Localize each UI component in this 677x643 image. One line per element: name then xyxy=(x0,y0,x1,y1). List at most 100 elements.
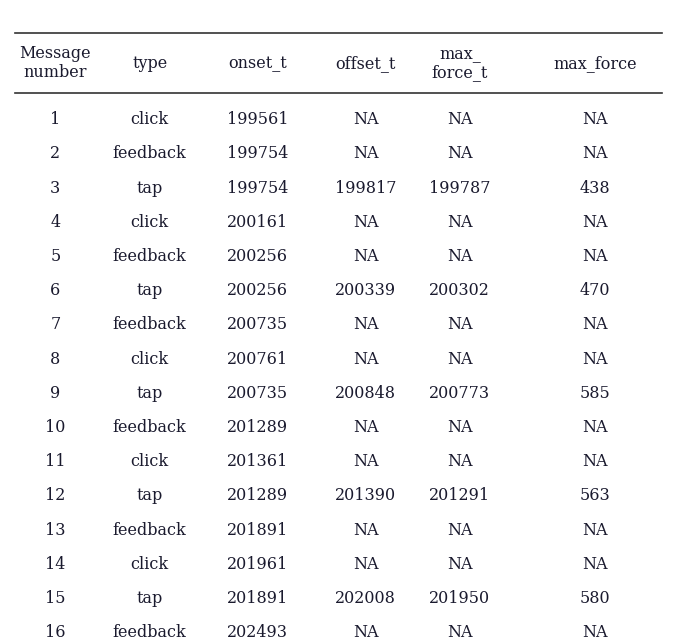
Text: NA: NA xyxy=(582,214,607,231)
Text: NA: NA xyxy=(582,419,607,436)
Text: 201950: 201950 xyxy=(429,590,490,607)
Text: 200256: 200256 xyxy=(227,248,288,265)
Text: NA: NA xyxy=(353,419,378,436)
Text: 16: 16 xyxy=(45,624,66,641)
Text: 1: 1 xyxy=(50,111,60,129)
Text: 9: 9 xyxy=(50,385,60,402)
Text: 200339: 200339 xyxy=(335,282,396,299)
Text: offset_t: offset_t xyxy=(335,55,395,71)
Text: max_
force_t: max_ force_t xyxy=(432,45,488,82)
Text: 11: 11 xyxy=(45,453,66,470)
Text: 201289: 201289 xyxy=(227,419,288,436)
Text: 202008: 202008 xyxy=(335,590,396,607)
Text: 201891: 201891 xyxy=(227,590,288,607)
Text: 199787: 199787 xyxy=(429,179,491,197)
Text: 200256: 200256 xyxy=(227,282,288,299)
Text: 200761: 200761 xyxy=(227,350,288,368)
Text: NA: NA xyxy=(447,453,473,470)
Text: NA: NA xyxy=(582,521,607,539)
Text: feedback: feedback xyxy=(113,316,187,334)
Text: 12: 12 xyxy=(45,487,66,504)
Text: click: click xyxy=(131,453,169,470)
Text: 199817: 199817 xyxy=(334,179,396,197)
Text: 200735: 200735 xyxy=(227,385,288,402)
Text: 200735: 200735 xyxy=(227,316,288,334)
Text: tap: tap xyxy=(137,282,163,299)
Text: NA: NA xyxy=(447,316,473,334)
Text: 199561: 199561 xyxy=(227,111,288,129)
Text: feedback: feedback xyxy=(113,419,187,436)
Text: feedback: feedback xyxy=(113,248,187,265)
Text: NA: NA xyxy=(353,316,378,334)
Text: 201361: 201361 xyxy=(227,453,288,470)
Text: tap: tap xyxy=(137,385,163,402)
Text: NA: NA xyxy=(582,453,607,470)
Text: tap: tap xyxy=(137,590,163,607)
Text: NA: NA xyxy=(447,214,473,231)
Text: NA: NA xyxy=(447,145,473,163)
Text: click: click xyxy=(131,350,169,368)
Text: tap: tap xyxy=(137,487,163,504)
Text: 438: 438 xyxy=(580,179,610,197)
Text: click: click xyxy=(131,556,169,573)
Text: feedback: feedback xyxy=(113,624,187,641)
Text: 199754: 199754 xyxy=(227,145,288,163)
Text: 585: 585 xyxy=(580,385,610,402)
Text: 200302: 200302 xyxy=(429,282,490,299)
Text: NA: NA xyxy=(582,624,607,641)
Text: 15: 15 xyxy=(45,590,66,607)
Text: 5: 5 xyxy=(50,248,60,265)
Text: 202493: 202493 xyxy=(227,624,288,641)
Text: 201291: 201291 xyxy=(429,487,490,504)
Text: NA: NA xyxy=(447,521,473,539)
Text: 201961: 201961 xyxy=(227,556,288,573)
Text: NA: NA xyxy=(353,248,378,265)
Text: NA: NA xyxy=(353,453,378,470)
Text: NA: NA xyxy=(447,111,473,129)
Text: NA: NA xyxy=(353,145,378,163)
Text: 580: 580 xyxy=(580,590,610,607)
Text: NA: NA xyxy=(447,419,473,436)
Text: 200773: 200773 xyxy=(429,385,490,402)
Text: 563: 563 xyxy=(580,487,610,504)
Text: 10: 10 xyxy=(45,419,66,436)
Text: 200848: 200848 xyxy=(335,385,396,402)
Text: click: click xyxy=(131,214,169,231)
Text: 7: 7 xyxy=(50,316,60,334)
Text: NA: NA xyxy=(353,350,378,368)
Text: 2: 2 xyxy=(50,145,60,163)
Text: max_force: max_force xyxy=(553,55,636,71)
Text: 13: 13 xyxy=(45,521,66,539)
Text: 199754: 199754 xyxy=(227,179,288,197)
Text: NA: NA xyxy=(582,350,607,368)
Text: tap: tap xyxy=(137,179,163,197)
Text: 200161: 200161 xyxy=(227,214,288,231)
Text: NA: NA xyxy=(447,624,473,641)
Text: NA: NA xyxy=(582,248,607,265)
Text: NA: NA xyxy=(353,556,378,573)
Text: NA: NA xyxy=(582,111,607,129)
Text: 470: 470 xyxy=(580,282,610,299)
Text: NA: NA xyxy=(447,556,473,573)
Text: 201289: 201289 xyxy=(227,487,288,504)
Text: onset_t: onset_t xyxy=(228,55,287,71)
Text: NA: NA xyxy=(447,350,473,368)
Text: NA: NA xyxy=(353,111,378,129)
Text: 8: 8 xyxy=(50,350,60,368)
Text: feedback: feedback xyxy=(113,521,187,539)
Text: feedback: feedback xyxy=(113,145,187,163)
Text: NA: NA xyxy=(582,316,607,334)
Text: 3: 3 xyxy=(50,179,60,197)
Text: 4: 4 xyxy=(50,214,60,231)
Text: NA: NA xyxy=(447,248,473,265)
Text: 6: 6 xyxy=(50,282,60,299)
Text: Message
number: Message number xyxy=(20,45,91,82)
Text: 201891: 201891 xyxy=(227,521,288,539)
Text: NA: NA xyxy=(353,521,378,539)
Text: NA: NA xyxy=(582,556,607,573)
Text: NA: NA xyxy=(353,214,378,231)
Text: NA: NA xyxy=(353,624,378,641)
Text: NA: NA xyxy=(582,145,607,163)
Text: 201390: 201390 xyxy=(335,487,396,504)
Text: 14: 14 xyxy=(45,556,66,573)
